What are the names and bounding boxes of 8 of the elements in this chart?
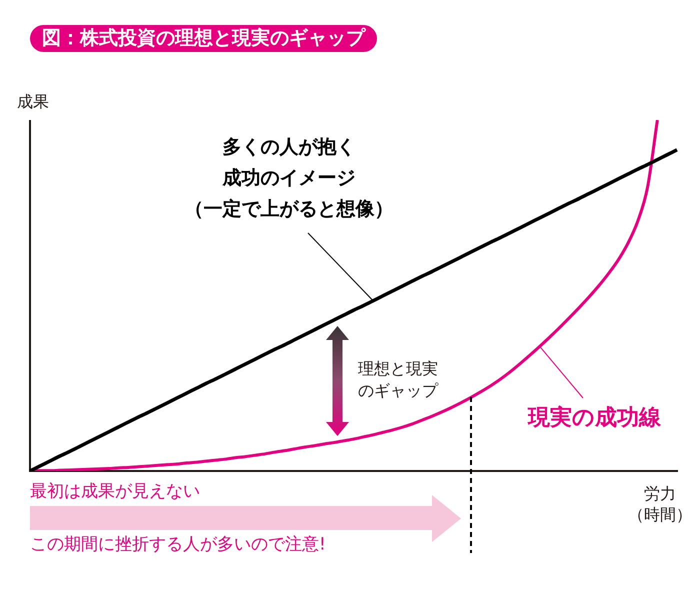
legend-label: 現実の成功線 [527, 404, 662, 431]
chart-title: 図：株式投資の理想と現実のギャップ [30, 25, 377, 52]
annotation: 理想と現実のギャップ [358, 359, 439, 400]
y-axis-title: 成果 [17, 92, 49, 112]
text: 最初は成果が見えない [30, 481, 200, 502]
x-axis-title: 労力（時間） [628, 484, 692, 524]
text: この期間に挫折する人が多いので注意! [30, 534, 326, 554]
text: 多くの人が抱く成功のイメージ（一定で上がると想像） [184, 136, 394, 220]
